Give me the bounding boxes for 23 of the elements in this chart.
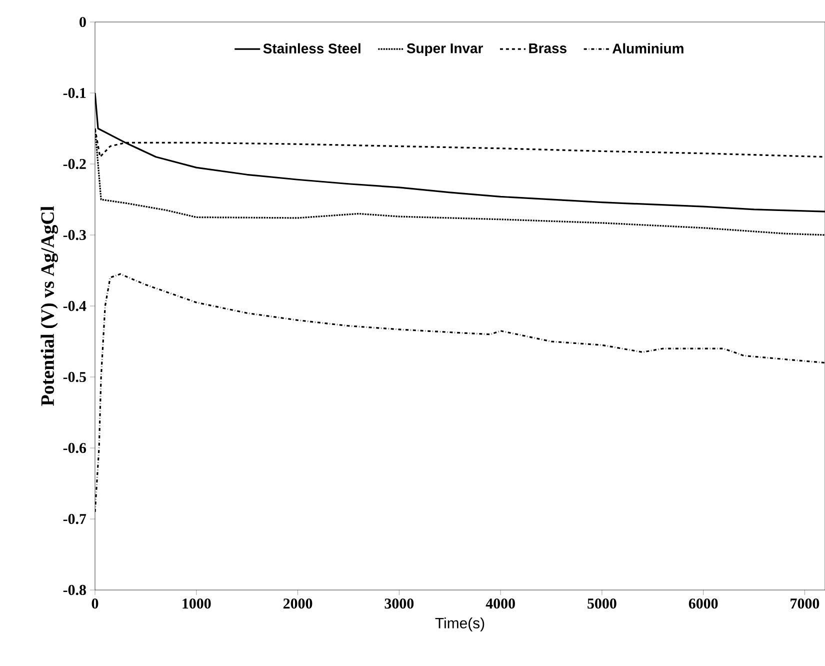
y-tick-label: -0.6 <box>63 442 86 454</box>
legend-label: Stainless Steel <box>263 43 360 54</box>
x-tick-label: 0 <box>92 598 98 609</box>
y-tick-label: -0.8 <box>63 584 86 596</box>
x-tick-label: 2000 <box>283 598 312 609</box>
x-tick-label: 7000 <box>790 598 820 609</box>
y-tick-label: -0.5 <box>63 372 86 382</box>
y-tick-label: -0.7 <box>63 514 86 524</box>
y-tick-label: 0 <box>80 16 86 28</box>
y-tick-label: -0.3 <box>63 230 86 240</box>
x-tick-label: 3000 <box>384 598 414 609</box>
x-axis-title: Time(s) <box>435 617 484 632</box>
y-tick-label: -0.1 <box>63 88 86 98</box>
x-tick-label: 6000 <box>688 598 718 609</box>
legend-label: Brass <box>529 43 566 54</box>
y-tick-label: -0.4 <box>63 300 86 312</box>
x-tick-label: 4000 <box>486 598 515 609</box>
x-tick-label: 1000 <box>182 598 211 609</box>
y-axis-title: Potential (V) vs Ag/AgCl <box>40 206 58 406</box>
x-tick-label: 5000 <box>588 598 616 609</box>
legend-label: Aluminium <box>612 43 684 54</box>
y-tick-label: -0.2 <box>63 158 86 170</box>
legend-label: Super Invar <box>406 43 483 56</box>
